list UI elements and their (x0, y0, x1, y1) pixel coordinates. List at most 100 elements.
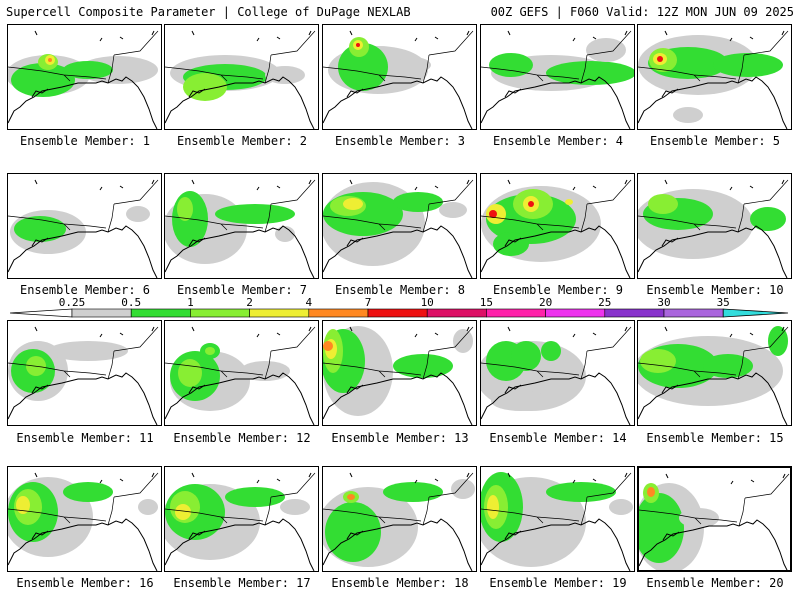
ensemble-member-9-map[interactable] (480, 173, 635, 279)
map-tick (34, 179, 155, 191)
coastline (323, 518, 473, 571)
legend-color-bin (545, 308, 606, 318)
ensemble-member-3-map[interactable] (322, 24, 477, 130)
state-border (8, 326, 159, 380)
state-border (8, 472, 159, 526)
ensemble-member-19-map[interactable] (480, 466, 635, 572)
coastline-inlet (661, 384, 679, 394)
coastline-inlet (188, 384, 206, 394)
scp-contour-1 (489, 53, 533, 77)
scp-contour-5 (713, 53, 783, 77)
scp-contour-5 (439, 202, 467, 218)
state-border (481, 30, 632, 84)
ensemble-member-label: Ensemble Member: 13 (331, 431, 469, 445)
ensemble-member-label: Ensemble Member: 14 (489, 431, 627, 445)
ensemble-member-8-map[interactable] (322, 173, 477, 279)
scp-contour-2 (126, 206, 150, 222)
scp-contour-2 (183, 73, 227, 101)
ensemble-member-4-map[interactable] (480, 24, 635, 130)
ensemble-member-17-map[interactable] (164, 466, 319, 572)
scp-contour-3 (48, 341, 128, 361)
legend-color-bin (663, 308, 724, 318)
coastline-inlet (346, 530, 364, 540)
coastline-inlet (31, 530, 49, 540)
map-tick (349, 472, 470, 484)
color-legend: 0.25 0.5 1 2 4 7 10 15 20 25 30 35 (10, 297, 790, 323)
ensemble-member-10-map[interactable] (637, 173, 792, 279)
coastline-inlet (188, 88, 206, 98)
ensemble-member-13-map[interactable] (322, 320, 477, 426)
ensemble-member-5-map[interactable] (637, 24, 792, 130)
legend-tick-label: 1 (187, 297, 194, 309)
map-tick (507, 326, 628, 338)
map-tick (349, 30, 470, 42)
ensemble-member-18-map[interactable] (322, 466, 477, 572)
coastline-inlet (662, 531, 680, 541)
ensemble-member-7-map[interactable] (164, 173, 319, 279)
coastline (165, 372, 315, 425)
scp-contour-4 (546, 482, 616, 502)
scp-contour-1 (325, 502, 381, 562)
legend-colorbar: 0.25 0.5 1 2 4 7 10 15 20 25 30 35 (10, 297, 789, 318)
ensemble-member-15-map[interactable] (637, 320, 792, 426)
scp-contour-2 (640, 349, 676, 373)
ensemble-member-label: Ensemble Member: 16 (16, 576, 154, 590)
ensemble-member-label: Ensemble Member: 9 (492, 283, 624, 297)
scp-contour-1 (323, 192, 403, 236)
coastline (8, 225, 158, 278)
member-15-svg (638, 326, 789, 425)
scp-contour-4 (225, 487, 285, 507)
state-border (323, 179, 474, 233)
ensemble-member-12-map[interactable] (164, 320, 319, 426)
ensemble-member-14-map[interactable] (480, 320, 635, 426)
coastline-inlet (31, 384, 49, 394)
ensemble-member-label: Ensemble Member: 7 (176, 283, 308, 297)
ensemble-member-label: Ensemble Member: 4 (492, 134, 624, 148)
member-11-svg (8, 326, 159, 425)
ensemble-member-label: Ensemble Member: 12 (173, 431, 311, 445)
coastline (8, 372, 158, 425)
ensemble-member-1-map[interactable] (7, 24, 162, 130)
state-border (8, 179, 159, 233)
scp-contour-4 (393, 192, 443, 212)
ensemble-member-label: Ensemble Member: 1 (19, 134, 151, 148)
ensemble-member-2-map[interactable] (164, 24, 319, 130)
state-border (165, 30, 316, 84)
coastline (165, 518, 315, 571)
scp-contour-2 (648, 194, 678, 214)
scp-contour-2 (511, 341, 541, 371)
map-tick (349, 179, 470, 191)
state-border (638, 326, 789, 380)
scp-contour-3 (487, 495, 499, 519)
ensemble-member-20-map[interactable] (637, 466, 792, 572)
state-border (481, 326, 632, 380)
scp-contour-5 (451, 479, 475, 499)
scp-contour-4 (205, 347, 215, 355)
member-7-svg (165, 179, 316, 278)
scp-contour-2 (546, 61, 634, 85)
ensemble-member-16-map[interactable] (7, 466, 162, 572)
legend-tick-label: 30 (657, 297, 670, 309)
scp-contour-4 (491, 391, 551, 411)
ensemble-member-label: Ensemble Member: 19 (489, 576, 627, 590)
map-tick (191, 472, 312, 484)
coastline (165, 225, 315, 278)
ensemble-member-label: Ensemble Member: 18 (331, 576, 469, 590)
coastline (481, 518, 631, 571)
ensemble-member-label: Ensemble Member: 20 (646, 576, 784, 590)
state-border (323, 30, 474, 84)
ensemble-member-11-map[interactable] (7, 320, 162, 426)
coastline-inlet (31, 237, 49, 247)
ensemble-member-6-map[interactable] (7, 173, 162, 279)
ensemble-member-label: Ensemble Member: 8 (334, 283, 466, 297)
scp-contour-3 (586, 38, 626, 62)
ensemble-member-label: Ensemble Member: 2 (176, 134, 308, 148)
coastline (639, 519, 788, 570)
legend-color-bin (367, 308, 428, 318)
state-border (481, 472, 632, 526)
legend-color-bin (486, 308, 546, 318)
scp-contour-3 (541, 341, 561, 361)
coastline (323, 225, 473, 278)
map-tick (664, 326, 785, 338)
legend-tick-label: 35 (717, 297, 730, 309)
